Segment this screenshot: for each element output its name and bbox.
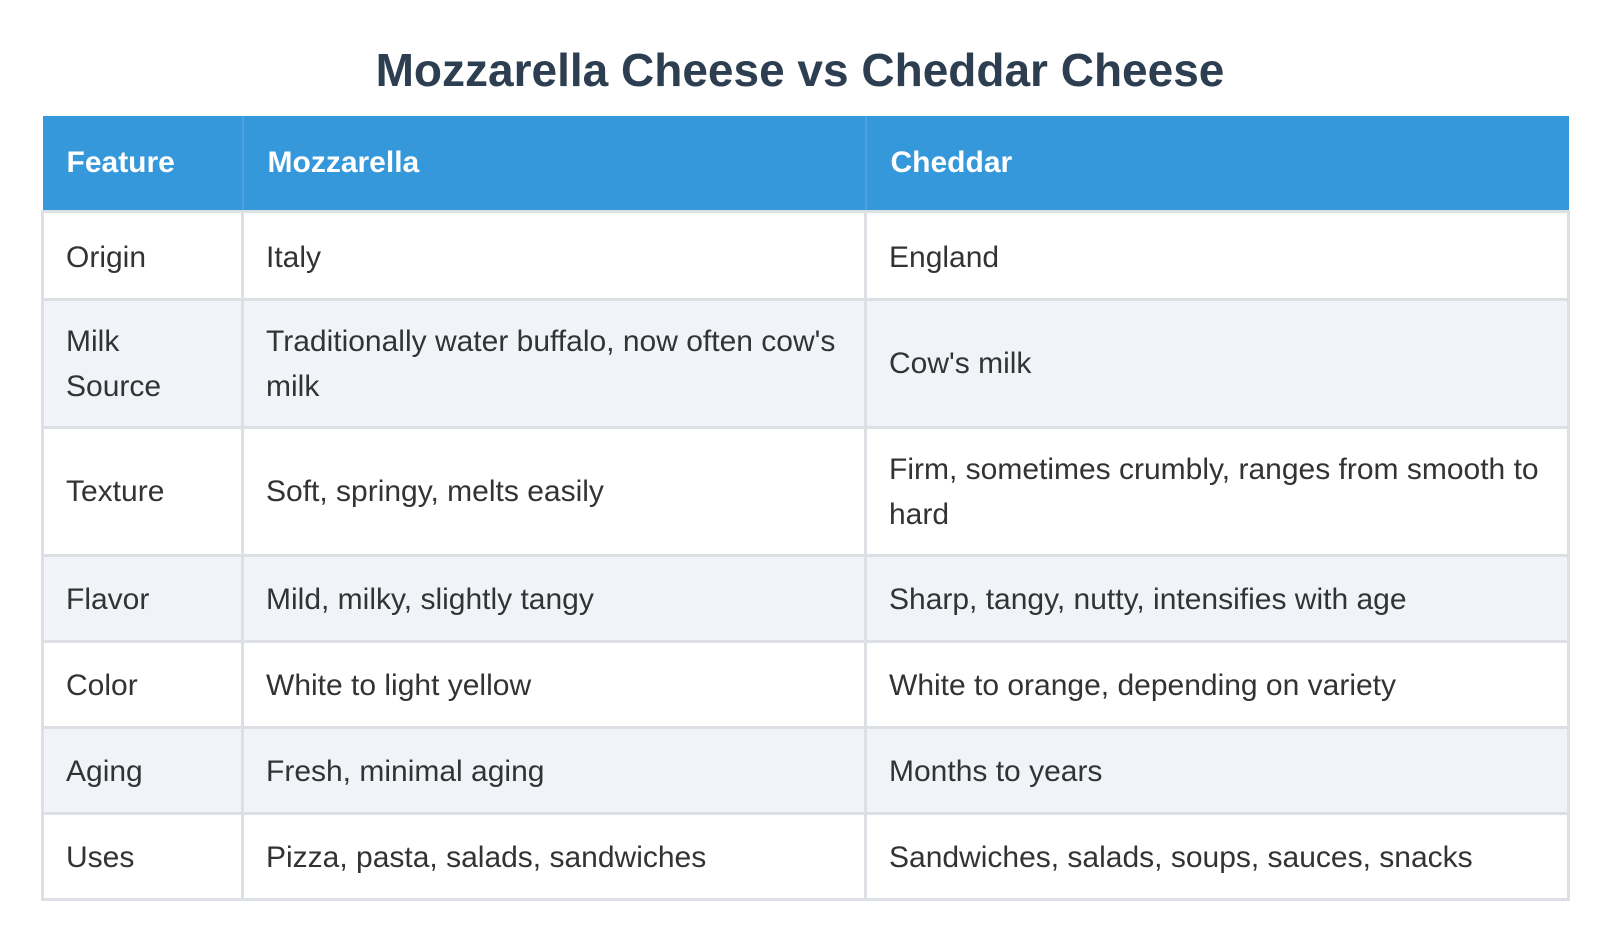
mozzarella-cell: White to light yellow	[241, 640, 867, 729]
cheddar-cell: Sharp, tangy, nutty, intensifies with ag…	[864, 554, 1570, 643]
cheddar-cell: Firm, sometimes crumbly, ranges from smo…	[864, 426, 1570, 557]
table-row: Milk Source Traditionally water buffalo,…	[41, 298, 1570, 429]
feature-cell: Uses	[41, 812, 244, 901]
feature-cell: Origin	[41, 210, 244, 301]
column-header-feature: Feature	[42, 116, 244, 212]
feature-cell: Texture	[41, 426, 244, 557]
cheddar-cell: England	[864, 210, 1570, 301]
table-row: Flavor Mild, milky, slightly tangy Sharp…	[41, 554, 1570, 643]
table-row: Color White to light yellow White to ora…	[41, 640, 1570, 729]
table-row: Texture Soft, springy, melts easily Firm…	[41, 426, 1570, 557]
column-header-cheddar: Cheddar	[865, 116, 1569, 212]
feature-cell: Flavor	[41, 554, 244, 643]
table-row: Uses Pizza, pasta, salads, sandwiches Sa…	[41, 812, 1570, 901]
mozzarella-cell: Pizza, pasta, salads, sandwiches	[241, 812, 867, 901]
table-row: Origin Italy England	[41, 210, 1570, 301]
mozzarella-cell: Traditionally water buffalo, now often c…	[241, 298, 867, 429]
cheddar-cell: White to orange, depending on variety	[864, 640, 1570, 729]
mozzarella-cell: Mild, milky, slightly tangy	[241, 554, 867, 643]
cheddar-cell: Months to years	[864, 726, 1570, 815]
table-header-row: Feature Mozzarella Cheddar	[42, 116, 1569, 212]
comparison-table: Feature Mozzarella Cheddar Origin Italy …	[41, 116, 1570, 901]
cheddar-cell: Cow's milk	[864, 298, 1570, 429]
feature-cell: Aging	[41, 726, 244, 815]
feature-cell: Color	[41, 640, 244, 729]
column-header-mozzarella: Mozzarella	[242, 116, 867, 212]
feature-cell: Milk Source	[41, 298, 244, 429]
mozzarella-cell: Fresh, minimal aging	[241, 726, 867, 815]
table-row: Aging Fresh, minimal aging Months to yea…	[41, 726, 1570, 815]
mozzarella-cell: Italy	[241, 210, 867, 301]
page-title: Mozzarella Cheese vs Cheddar Cheese	[375, 44, 1225, 96]
cheddar-cell: Sandwiches, salads, soups, sauces, snack…	[864, 812, 1570, 901]
mozzarella-cell: Soft, springy, melts easily	[241, 426, 867, 557]
